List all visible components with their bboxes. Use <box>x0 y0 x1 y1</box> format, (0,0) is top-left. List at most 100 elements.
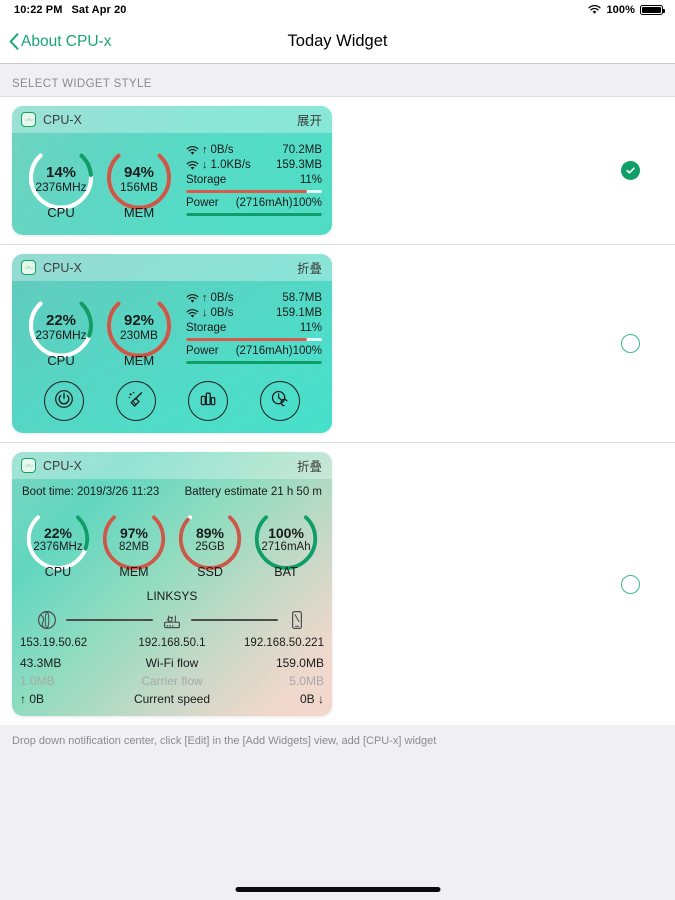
cpux-app-icon: CPU <box>21 260 36 275</box>
speed-button[interactable] <box>260 381 300 421</box>
widget-style-row-2[interactable]: CPU CPU-X 折叠 22% 2376MHz <box>0 244 675 442</box>
widget-3-top-info: Boot time: 2019/3/26 11:23 Battery estim… <box>20 485 324 503</box>
carrier-flow-right: 5.0MB <box>289 674 324 688</box>
section-header: SELECT WIDGET STYLE <box>0 64 675 96</box>
net-block-2: ↑ 0B/s 58.7MB <box>178 289 322 373</box>
widget-body-3: Boot time: 2019/3/26 11:23 Battery estim… <box>12 479 332 716</box>
home-indicator[interactable] <box>235 887 440 892</box>
benchmark-button[interactable] <box>188 381 228 421</box>
net-download-total-2: 159.1MB <box>275 307 322 319</box>
power-button[interactable] <box>44 381 84 421</box>
ip-address-row: 153.19.50.62 192.168.50.1 192.168.50.221 <box>20 636 324 654</box>
widget-collapse-label-3[interactable]: 折叠 <box>296 460 322 474</box>
boot-time-label: Boot time: 2019/3/26 11:23 <box>22 486 160 498</box>
power-detail-1: (2716mAh)100% <box>235 197 322 209</box>
hop-line-1 <box>66 619 153 621</box>
wifi-up-icon: ↑ 0B/s <box>186 143 234 158</box>
storage-label-2: Storage <box>186 322 227 334</box>
wifi-flow-label: Wi-Fi flow <box>145 656 199 670</box>
gauge-ssd-3-name: SSD <box>197 565 223 579</box>
widget-app-name-2: CPU-X <box>43 260 82 275</box>
gauge-mem-2-name: MEM <box>123 353 155 368</box>
power-detail-2: (2716mAh)100% <box>235 345 322 357</box>
power-meter-1 <box>186 212 322 216</box>
net-download-line-2: ↓ 0B/s 159.1MB <box>186 306 322 321</box>
ip-public: 153.19.50.62 <box>20 637 88 649</box>
cpux-app-icon: CPU <box>21 112 36 127</box>
widget-preview-1-wrap: CPU CPU-X 展开 14% <box>0 106 332 235</box>
widget-preview-expanded: CPU CPU-X 展开 14% <box>12 106 332 235</box>
wifi-down-icon: ↓ 0B/s <box>186 306 234 321</box>
net-upload-speed-2: 0B/s <box>210 292 234 304</box>
status-bar: 10:22 PM Sat Apr 20 100% <box>0 0 675 20</box>
upload-arrow-icon: ↑ <box>202 292 208 304</box>
power-label-row-2: Power (2716mAh)100% <box>186 344 322 359</box>
radio-selected-1[interactable] <box>620 161 640 180</box>
radio-unselected-3[interactable] <box>620 574 640 594</box>
broom-clean-icon <box>125 388 147 415</box>
widget-header-2: CPU CPU-X 折叠 <box>12 254 332 281</box>
current-speed-label: Current speed <box>133 692 211 706</box>
carrier-flow-row: 1.0MB Carrier flow 5.0MB <box>20 672 324 690</box>
back-button-label: About CPU-x <box>21 32 112 50</box>
power-icon <box>53 388 75 415</box>
hop-line-2 <box>191 619 278 621</box>
net-download-line-1: ↓ 1.0KB/s 159.3MB <box>186 158 322 173</box>
gauge-bat-3: 100% 2716mAh BAT <box>248 503 324 585</box>
widget-style-row-1[interactable]: CPU CPU-X 展开 14% <box>0 96 675 244</box>
widget-preview-3-wrap: CPU CPU-X 折叠 Boot time: 2019/3/26 11:23 … <box>0 452 332 716</box>
net-download-speed-2: 0B/s <box>210 307 234 319</box>
widget-preview-collapsed-actions: CPU CPU-X 折叠 22% 2376MHz <box>12 254 332 433</box>
status-time: 10:22 PM <box>14 4 63 16</box>
widget-preview-detailed: CPU CPU-X 折叠 Boot time: 2019/3/26 11:23 … <box>12 452 332 716</box>
widget-preview-2-wrap: CPU CPU-X 折叠 22% 2376MHz <box>0 254 332 433</box>
widget-style-row-3[interactable]: CPU CPU-X 折叠 Boot time: 2019/3/26 11:23 … <box>0 442 675 725</box>
gauge-group-2: 22% 2376MHz CPU 92% <box>22 289 322 373</box>
power-meter-2 <box>186 360 322 364</box>
speed-temp-icon <box>269 388 291 415</box>
widget-app-name-1: CPU-X <box>43 112 82 127</box>
power-label-row-1: Power (2716mAh)100% <box>186 196 322 211</box>
back-button[interactable]: About CPU-x <box>0 33 111 51</box>
gauge-cpu-1: 14% 2376MHz CPU <box>22 141 100 225</box>
battery-full-icon <box>640 5 665 15</box>
radio-unselected-2[interactable] <box>620 334 640 353</box>
wifi-flow-row: 43.3MB Wi-Fi flow 159.0MB <box>20 654 324 672</box>
clean-button[interactable] <box>116 381 156 421</box>
battery-percent-label: 100% <box>606 4 635 16</box>
wifi-up-icon: ↑ 0B/s <box>186 291 234 306</box>
network-hop-row <box>20 605 324 636</box>
gauge-mem-3-name: MEM <box>119 565 149 579</box>
wifi-flow-left: 43.3MB <box>20 656 62 670</box>
gauge-cpu-3: 22% 2376MHz CPU <box>20 503 96 585</box>
benchmark-chart-icon <box>197 388 219 415</box>
current-speed-up: ↑ 0B <box>20 692 45 706</box>
upload-arrow-icon: ↑ <box>202 144 208 156</box>
gauge-mem-3: 97% 82MB MEM <box>96 503 172 585</box>
power-label-1: Power <box>186 197 219 209</box>
widget-collapse-label-2[interactable]: 折叠 <box>296 262 322 276</box>
net-upload-total-1: 70.2MB <box>282 144 322 156</box>
storage-label-row-2: Storage 11% <box>186 321 322 336</box>
gauge-group-1: 14% 2376MHz CPU 94% <box>22 141 322 225</box>
widget-action-row <box>22 373 322 423</box>
gauge-ssd-3: 89% 25GB SSD <box>172 503 248 585</box>
storage-percent-2: 11% <box>299 322 322 334</box>
ip-device: 192.168.50.221 <box>244 637 324 649</box>
nav-bar: About CPU-x Today Widget <box>0 20 675 64</box>
widget-body-2: 22% 2376MHz CPU 92% <box>12 281 332 433</box>
widget-select-1-wrap <box>585 97 675 244</box>
net-upload-line-1: ↑ 0B/s 70.2MB <box>186 143 322 158</box>
current-speed-down: 0B ↓ <box>299 692 324 706</box>
phone-icon <box>284 607 310 633</box>
battery-estimate-label: Battery estimate 21 h 50 m <box>184 486 322 498</box>
wifi-icon <box>588 5 602 15</box>
status-date: Sat Apr 20 <box>71 4 127 16</box>
storage-meter-1 <box>186 189 322 193</box>
widget-expand-label-1[interactable]: 展开 <box>296 114 322 128</box>
carrier-flow-left: 1.0MB <box>20 674 55 688</box>
widget-select-2-wrap <box>585 245 675 442</box>
gauge-cpu-2: 22% 2376MHz CPU <box>22 289 100 373</box>
wifi-flow-right: 159.0MB <box>275 656 324 670</box>
cpux-app-icon: CPU <box>21 458 36 473</box>
